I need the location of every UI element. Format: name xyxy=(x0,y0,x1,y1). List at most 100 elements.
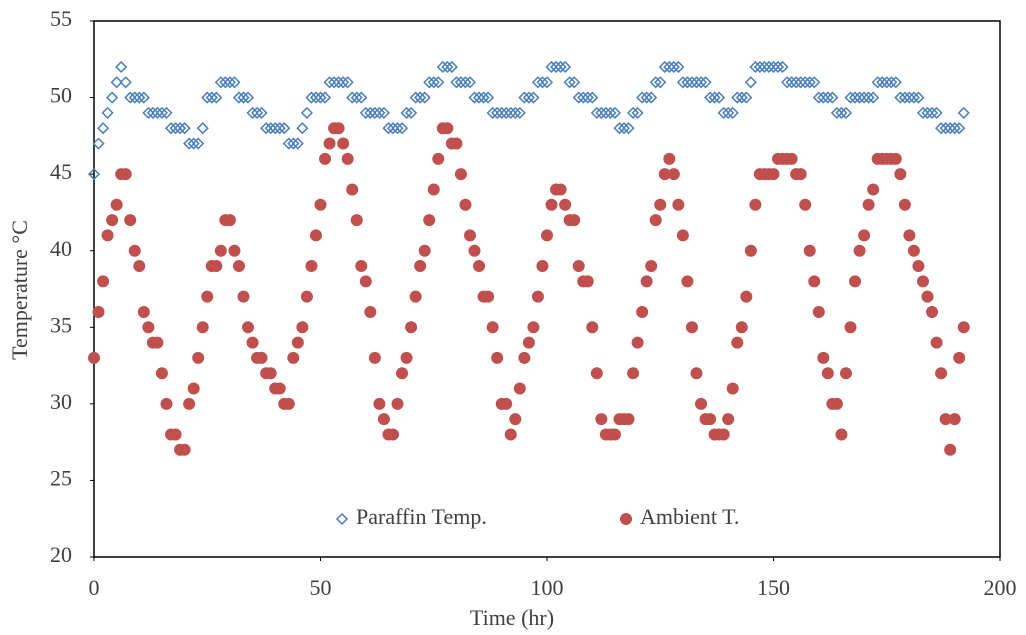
y-axis-title: Temperature °C xyxy=(7,220,32,360)
point xyxy=(414,260,427,273)
point xyxy=(178,443,191,456)
point xyxy=(740,290,753,303)
point xyxy=(599,106,612,119)
legend-label: Paraffin Temp. xyxy=(356,504,487,529)
point xyxy=(305,260,318,273)
point xyxy=(278,122,291,135)
point xyxy=(631,336,644,349)
point xyxy=(441,60,454,74)
point xyxy=(622,122,635,135)
point xyxy=(395,122,409,135)
point xyxy=(649,214,662,227)
point xyxy=(192,137,205,150)
point xyxy=(142,106,155,119)
point xyxy=(948,122,961,135)
x-tick-label: 50 xyxy=(310,575,332,600)
point xyxy=(300,106,313,119)
point xyxy=(808,76,821,89)
point xyxy=(658,60,671,74)
point xyxy=(287,351,300,364)
point xyxy=(228,76,241,89)
point xyxy=(894,91,907,104)
point xyxy=(291,137,304,150)
point xyxy=(178,122,191,135)
point xyxy=(282,397,295,410)
point xyxy=(350,91,363,104)
point xyxy=(839,106,853,119)
point xyxy=(849,275,862,288)
point xyxy=(500,397,513,410)
point xyxy=(486,321,499,334)
point xyxy=(858,91,871,104)
point xyxy=(663,60,676,74)
point xyxy=(296,321,309,334)
point xyxy=(663,152,676,165)
point xyxy=(559,60,572,74)
point xyxy=(617,122,631,135)
plot-frame xyxy=(93,20,1001,558)
point xyxy=(735,91,748,104)
point xyxy=(799,76,812,89)
point xyxy=(835,428,848,441)
point xyxy=(926,305,939,318)
point xyxy=(504,428,517,441)
y-tick-label: 45 xyxy=(50,159,72,184)
point xyxy=(441,122,454,135)
point xyxy=(921,290,934,303)
point xyxy=(717,428,730,441)
point xyxy=(749,60,762,74)
point xyxy=(781,76,794,89)
point xyxy=(300,290,313,303)
point xyxy=(622,413,635,426)
point xyxy=(427,183,440,196)
point xyxy=(627,367,640,380)
point xyxy=(554,60,567,74)
point xyxy=(124,91,137,104)
point xyxy=(726,106,739,119)
point xyxy=(767,60,780,74)
point xyxy=(264,122,277,135)
point xyxy=(409,290,422,303)
point xyxy=(654,198,667,211)
point xyxy=(513,382,526,395)
point xyxy=(237,91,250,104)
point xyxy=(826,91,839,104)
point xyxy=(386,428,399,441)
point xyxy=(572,91,585,104)
point xyxy=(373,397,386,410)
point xyxy=(640,275,653,288)
point xyxy=(115,60,128,74)
point xyxy=(916,106,930,119)
point xyxy=(323,137,336,150)
point xyxy=(672,198,685,211)
point xyxy=(377,413,390,426)
point xyxy=(794,76,807,89)
point xyxy=(169,122,182,135)
point xyxy=(613,122,626,135)
point xyxy=(731,336,744,349)
point xyxy=(935,367,948,380)
point xyxy=(513,106,526,119)
point xyxy=(713,91,726,104)
point xyxy=(418,244,431,257)
point xyxy=(944,443,957,456)
point xyxy=(568,214,581,227)
point xyxy=(160,106,173,119)
point xyxy=(337,137,350,150)
point xyxy=(137,91,150,104)
point xyxy=(142,321,155,334)
point xyxy=(187,382,200,395)
point xyxy=(96,122,110,135)
point xyxy=(540,76,554,89)
point xyxy=(341,76,354,89)
point xyxy=(808,275,821,288)
point xyxy=(110,198,123,211)
point xyxy=(604,106,617,119)
point xyxy=(400,351,413,364)
point xyxy=(477,91,490,104)
point xyxy=(396,367,409,380)
point xyxy=(210,91,223,104)
point xyxy=(681,76,694,89)
point xyxy=(930,336,943,349)
point xyxy=(785,152,798,165)
